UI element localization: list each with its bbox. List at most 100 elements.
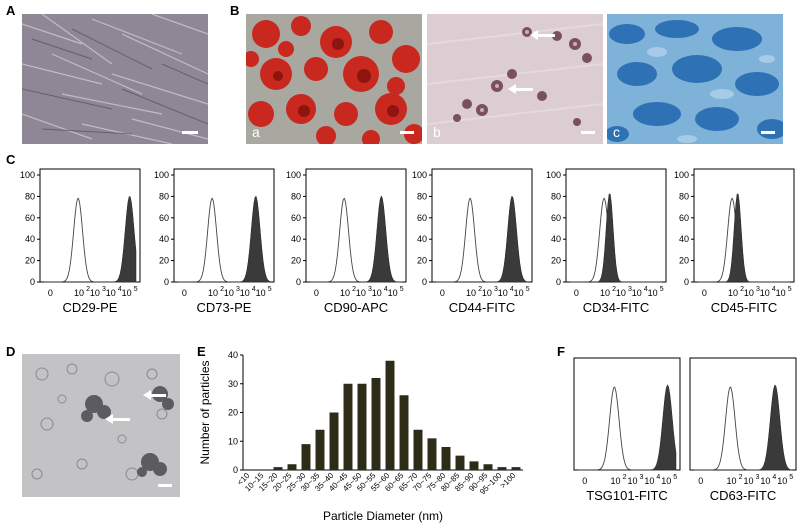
x-tick-exponent: 3 xyxy=(755,474,759,481)
marker-label: CD29-PE xyxy=(62,300,118,315)
y-tick-label: 100 xyxy=(674,170,689,180)
bar xyxy=(427,438,437,470)
bar xyxy=(469,461,479,470)
scale-bar xyxy=(182,131,198,134)
x-tick-label: 10 xyxy=(661,476,671,486)
oil-red-o-stain-image: a xyxy=(246,14,422,144)
x-tick-exponent: 4 xyxy=(656,474,660,481)
x-tick-label: 10 xyxy=(600,288,610,298)
bar xyxy=(497,467,507,470)
x-tick-label: 0 xyxy=(582,476,587,486)
y-tick-label: 0 xyxy=(30,277,35,287)
y-tick-label: 0 xyxy=(233,465,238,475)
y-tick-label: 60 xyxy=(551,213,561,223)
x-tick-exponent: 4 xyxy=(772,474,776,481)
arrow-indicator xyxy=(105,414,130,424)
x-tick-label: 10 xyxy=(632,288,642,298)
alcian-blue-stain-image: c xyxy=(607,14,783,144)
x-tick-label: 10 xyxy=(616,288,626,298)
x-tick-label: 10 xyxy=(106,288,116,298)
x-tick-exponent: 2 xyxy=(740,286,744,293)
y-tick-label: 100 xyxy=(546,170,561,180)
x-tick-exponent: 2 xyxy=(478,286,482,293)
bar xyxy=(301,444,311,470)
marker-label: TSG101-FITC xyxy=(586,488,668,503)
x-tick-exponent: 3 xyxy=(368,286,372,293)
bar xyxy=(455,455,465,470)
x-tick-exponent: 5 xyxy=(134,286,138,293)
x-tick-label: 10 xyxy=(240,288,250,298)
bar xyxy=(483,464,493,470)
y-tick-label: 60 xyxy=(159,213,169,223)
x-tick-exponent: 2 xyxy=(612,286,616,293)
x-tick-exponent: 4 xyxy=(384,286,388,293)
x-tick-exponent: 3 xyxy=(639,474,643,481)
x-tick-exponent: 4 xyxy=(510,286,514,293)
flow-histogram: 0 10 2 10 3 10 4 10 5 xyxy=(689,357,797,486)
x-tick-exponent: 3 xyxy=(494,286,498,293)
x-tick-exponent: 5 xyxy=(788,286,792,293)
y-tick-label: 40 xyxy=(679,234,689,244)
y-tick-label: 100 xyxy=(286,170,301,180)
y-tick-label: 20 xyxy=(291,256,301,266)
x-tick-label: 10 xyxy=(256,288,266,298)
x-axis-label: Particle Diameter (nm) xyxy=(323,509,443,523)
x-tick-label: 10 xyxy=(648,288,658,298)
y-tick-label: 0 xyxy=(164,277,169,287)
panel-label-b: B xyxy=(230,3,240,18)
y-tick-label: 40 xyxy=(291,234,301,244)
arrow-indicator xyxy=(530,30,555,40)
x-tick-label: 10 xyxy=(744,288,754,298)
x-tick-exponent: 2 xyxy=(86,286,90,293)
marker-label: CD90-APC xyxy=(323,300,389,315)
x-tick-exponent: 3 xyxy=(236,286,240,293)
y-tick-label: 20 xyxy=(417,256,427,266)
x-tick-label: 0 xyxy=(48,288,53,298)
marker-label: CD63-FITC xyxy=(709,488,777,503)
x-tick-exponent: 4 xyxy=(772,286,776,293)
y-tick-label: 80 xyxy=(417,191,427,201)
y-tick-label: 20 xyxy=(159,256,169,266)
x-tick-label: 10 xyxy=(514,288,524,298)
y-tick-label: 80 xyxy=(551,191,561,201)
particle-size-bar-chart: 010203040<1010~1515~2020~2525~3030~3535~… xyxy=(198,350,523,523)
bar xyxy=(441,447,451,470)
phase-contrast-micrograph xyxy=(22,14,208,144)
x-tick-label: 10 xyxy=(372,288,382,298)
exosome-marker-row: 0 10 2 10 3 10 4 10 5 TSG101-FITC 0 10 2 10 3 10 4 10 5 CD6… xyxy=(0,354,808,529)
y-tick-label: 40 xyxy=(25,234,35,244)
x-tick-exponent: 5 xyxy=(526,286,530,293)
x-tick-label: 10 xyxy=(627,476,637,486)
y-tick-label: 60 xyxy=(25,213,35,223)
bar xyxy=(385,360,395,470)
alizarin-red-stain-image: b xyxy=(427,14,603,144)
y-tick-label: 40 xyxy=(417,234,427,244)
y-tick-label: 100 xyxy=(412,170,427,180)
x-tick-label: 10 xyxy=(466,288,476,298)
sample-histogram xyxy=(310,195,403,283)
x-tick-label: 10 xyxy=(74,288,84,298)
y-tick-label: 20 xyxy=(25,256,35,266)
sample-histogram xyxy=(570,193,662,283)
y-tick-label: 40 xyxy=(228,350,238,360)
x-tick-label: 10 xyxy=(482,288,492,298)
x-tick-label: 10 xyxy=(776,288,786,298)
y-tick-label: 80 xyxy=(25,191,35,201)
x-tick-label: 10 xyxy=(388,288,398,298)
bar xyxy=(329,412,339,470)
y-tick-label: 30 xyxy=(228,379,238,389)
y-tick-label: 20 xyxy=(228,408,238,418)
bar xyxy=(399,395,409,470)
x-tick-exponent: 5 xyxy=(789,474,793,481)
x-tick-label: 10 xyxy=(208,288,218,298)
scale-bar xyxy=(400,131,414,134)
x-tick-label: 10 xyxy=(760,476,770,486)
y-tick-label: 40 xyxy=(551,234,561,244)
sample-histogram xyxy=(578,384,677,471)
bar xyxy=(357,383,367,470)
y-tick-label: 20 xyxy=(679,256,689,266)
